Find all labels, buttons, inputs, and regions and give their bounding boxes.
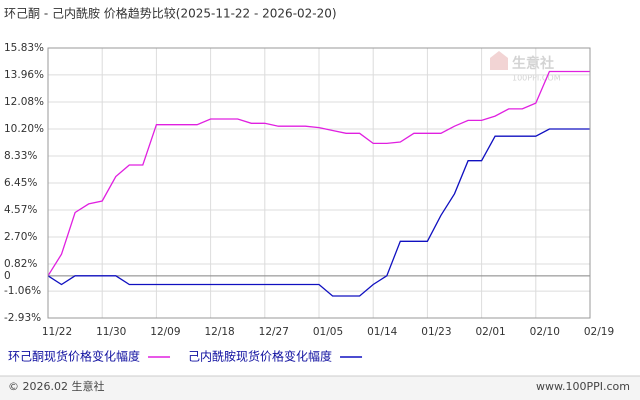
- x-tick-label: 12/09: [150, 326, 180, 338]
- legend-label: 环己酮现货价格变化幅度: [8, 349, 140, 364]
- x-tick-label: 12/18: [204, 326, 234, 338]
- watermark-site: 100PPI.COM: [512, 74, 561, 83]
- y-tick-label: 15.83%: [4, 42, 44, 54]
- watermark-name: 生意社: [512, 55, 554, 72]
- plot-frame: [47, 47, 591, 319]
- series-line: [47, 128, 590, 297]
- x-tick-label: 01/05: [313, 326, 343, 338]
- x-tick-label: 11/30: [96, 326, 126, 338]
- x-tick-label: 01/23: [421, 326, 451, 338]
- y-tick-label: 10.20%: [4, 123, 44, 135]
- x-tick-label: 12/27: [259, 326, 289, 338]
- y-tick-label: 8.33%: [4, 150, 37, 162]
- series-line: [47, 70, 590, 277]
- x-tick-label: 01/14: [367, 326, 398, 338]
- y-tick-label: -1.06%: [4, 285, 41, 297]
- y-tick-label: 0: [4, 270, 11, 282]
- footer-site: www.100PPI.com: [536, 380, 630, 393]
- x-tick-label: 02/01: [475, 326, 505, 338]
- legend-label: 己内酰胺现货价格变化幅度: [188, 349, 332, 364]
- footer-band: [0, 376, 640, 400]
- chart-title: 环己酮 - 己内酰胺 价格趋势比较(2025-11-22 - 2026-02-2…: [4, 6, 337, 21]
- y-tick-label: 6.45%: [4, 177, 37, 189]
- y-tick-label: 2.70%: [4, 231, 37, 243]
- y-tick-label: 0.82%: [4, 258, 37, 270]
- watermark-logo: [490, 51, 508, 70]
- y-tick-label: 12.08%: [4, 96, 44, 108]
- footer-copyright: © 2026.02 生意社: [8, 379, 104, 393]
- y-tick-label: -2.93%: [4, 312, 41, 324]
- y-tick-label: 4.57%: [4, 204, 37, 216]
- watermark: 生意社 100PPI.COM: [490, 51, 561, 83]
- x-tick-label: 11/22: [42, 326, 72, 338]
- y-tick-label: 13.96%: [4, 69, 44, 81]
- x-tick-label: 02/19: [584, 326, 614, 338]
- x-tick-label: 02/10: [530, 326, 560, 338]
